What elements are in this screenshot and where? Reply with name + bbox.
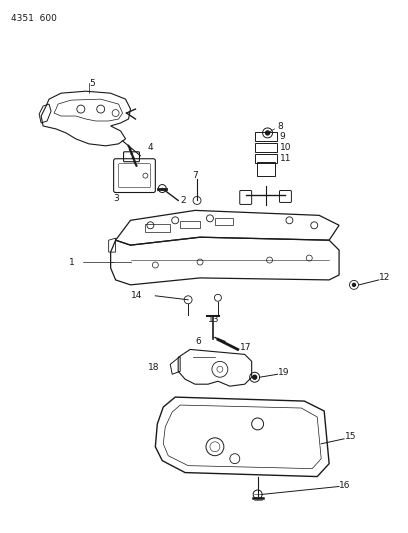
Bar: [180, 221, 200, 228]
Text: 18: 18: [149, 363, 160, 372]
Text: 4: 4: [147, 143, 153, 152]
Text: 14: 14: [131, 292, 142, 300]
Bar: [255, 143, 277, 152]
Text: 5: 5: [89, 79, 95, 88]
Text: 4351  600: 4351 600: [11, 14, 57, 23]
Text: 2: 2: [180, 196, 186, 205]
Text: 17: 17: [240, 343, 251, 352]
Text: 3: 3: [113, 194, 120, 203]
Text: 15: 15: [345, 432, 357, 441]
Bar: [257, 161, 275, 175]
Text: 11: 11: [279, 154, 291, 163]
Text: 8: 8: [277, 123, 283, 132]
Text: 7: 7: [192, 171, 198, 180]
Bar: [255, 132, 277, 141]
Circle shape: [266, 131, 270, 135]
Text: 1: 1: [69, 257, 75, 266]
Text: 19: 19: [277, 368, 289, 377]
Text: 6: 6: [195, 337, 201, 346]
Text: 12: 12: [379, 273, 390, 282]
Circle shape: [253, 375, 257, 379]
Text: 10: 10: [279, 143, 291, 152]
Circle shape: [353, 284, 355, 286]
Bar: [145, 224, 170, 232]
Bar: [215, 219, 233, 225]
Text: 9: 9: [279, 132, 285, 141]
Text: 13: 13: [208, 315, 220, 324]
Text: 16: 16: [339, 481, 350, 490]
Bar: [255, 154, 277, 163]
